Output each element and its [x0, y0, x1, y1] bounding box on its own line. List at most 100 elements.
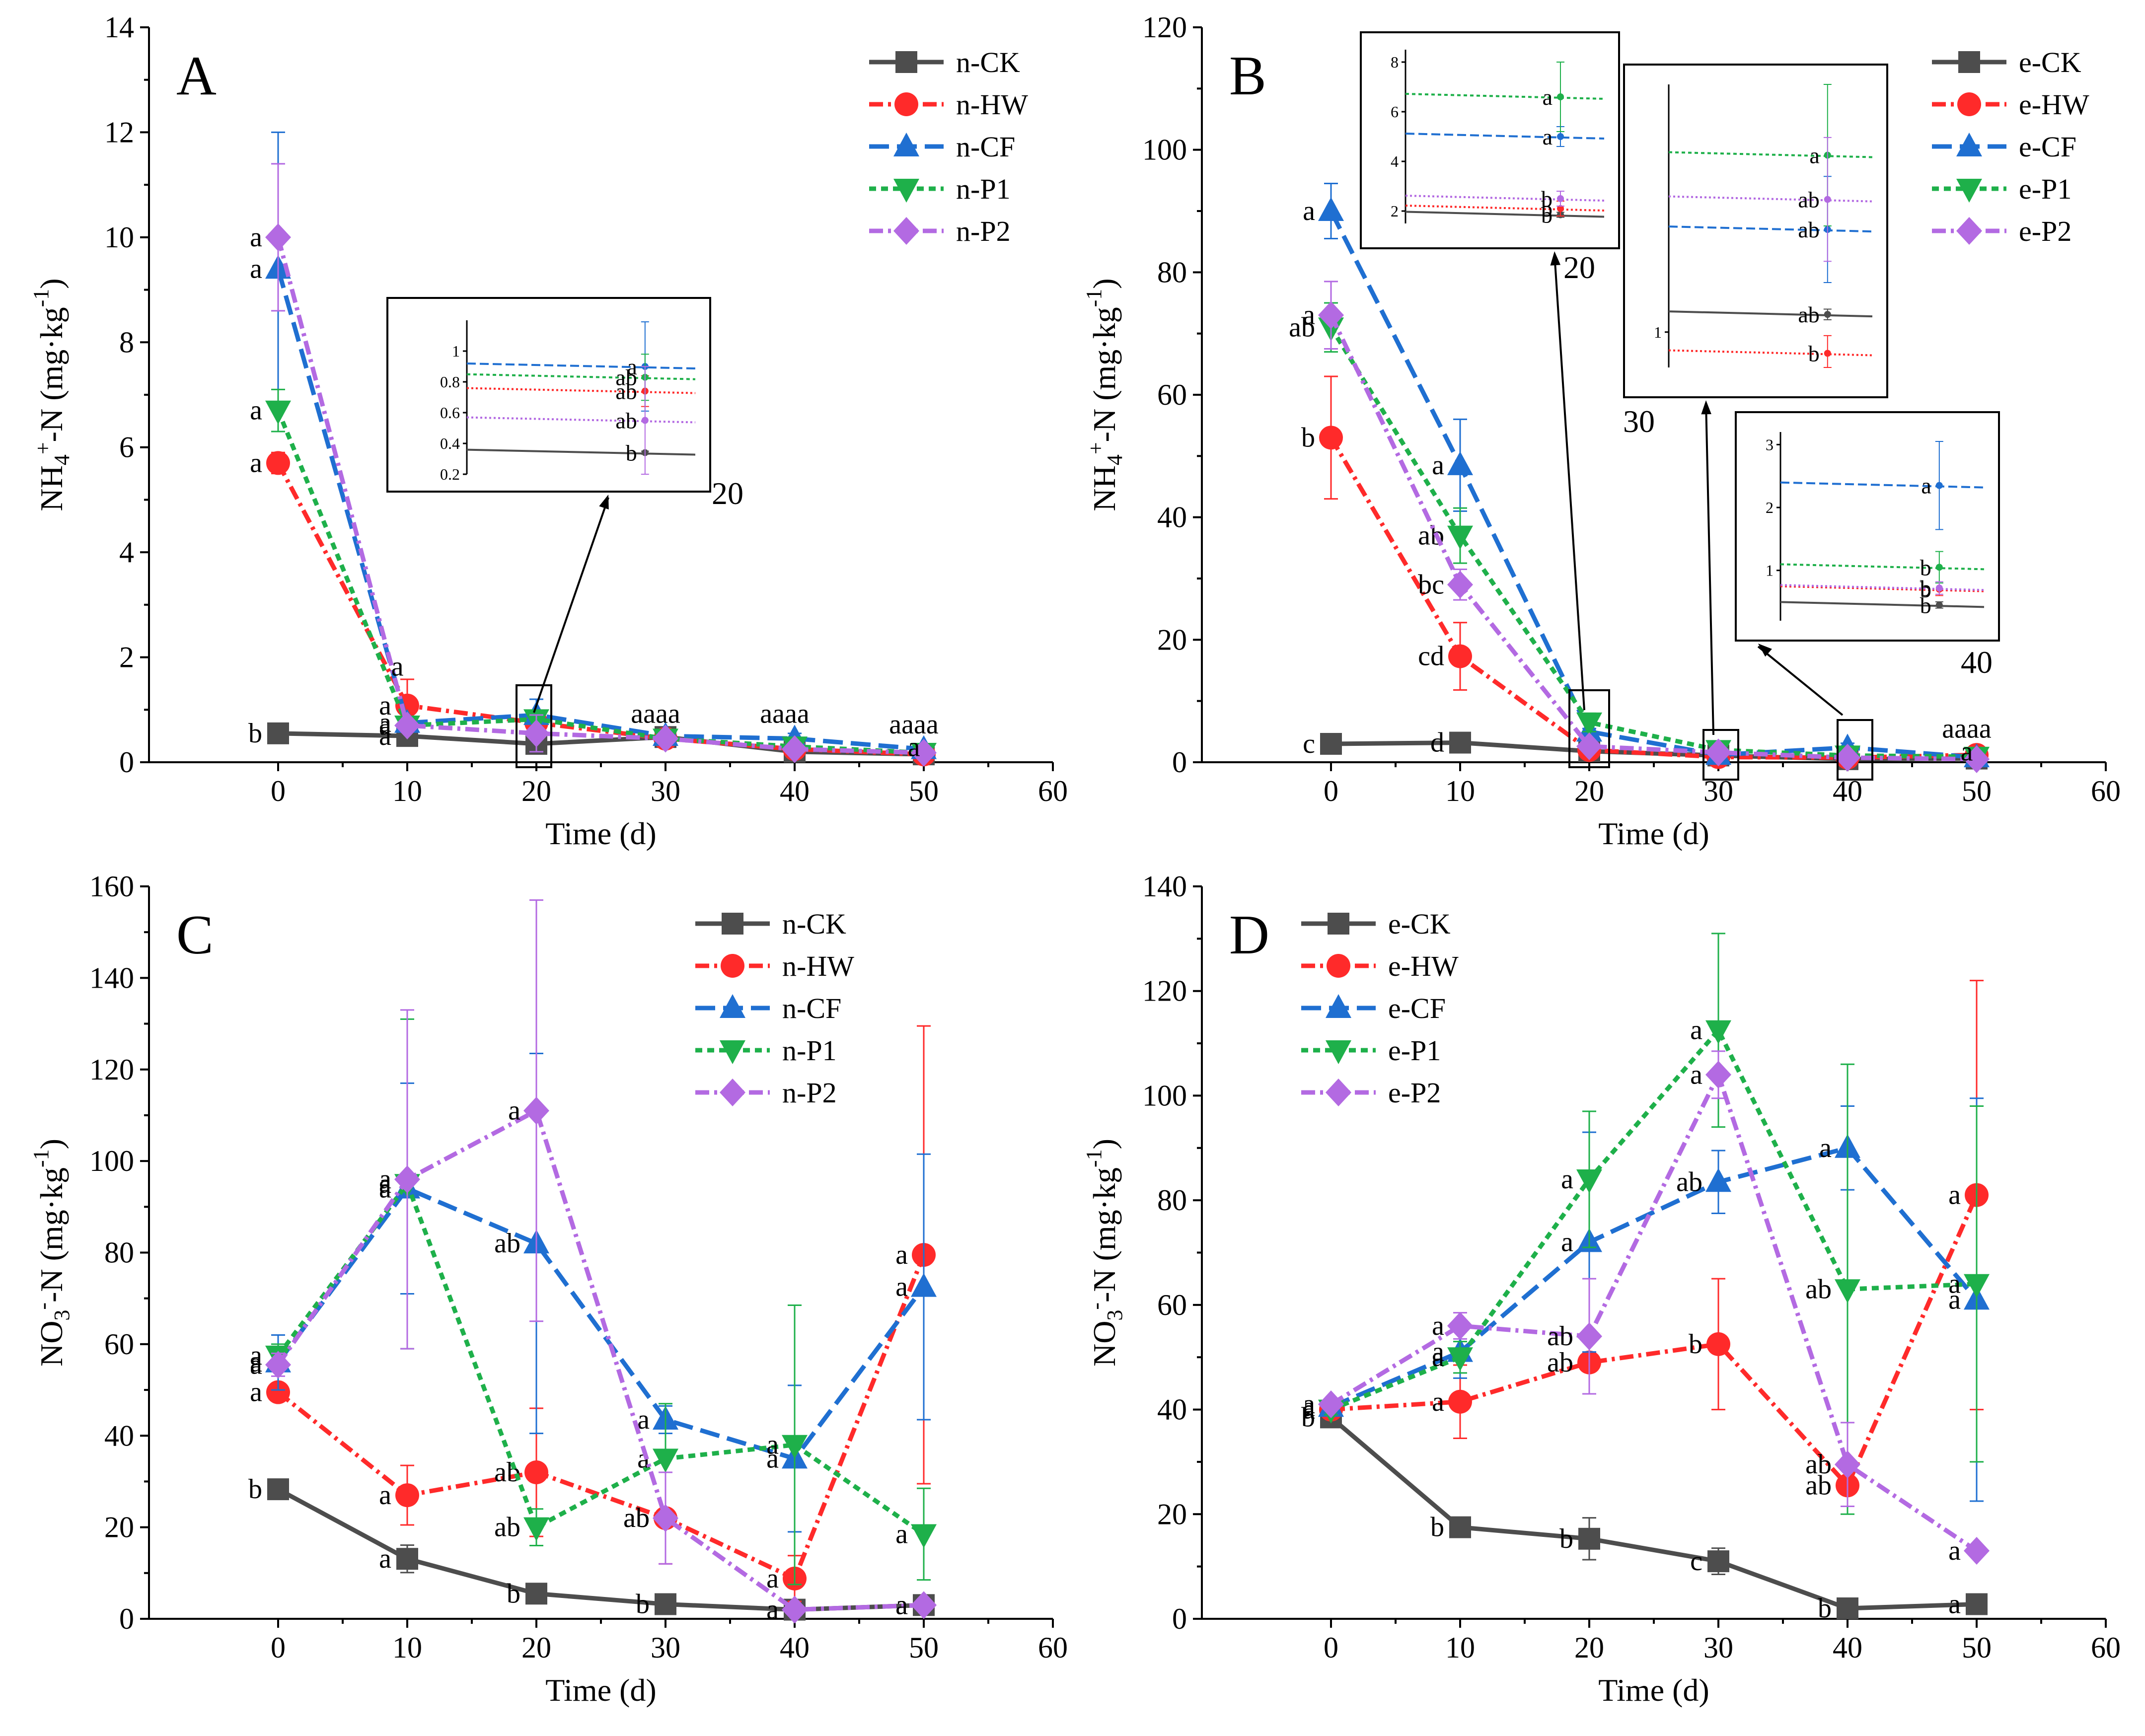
data-point: [1706, 1332, 1730, 1356]
y-tick-label: 120: [1142, 11, 1187, 44]
data-point: [523, 1096, 549, 1125]
legend-marker: [720, 994, 745, 1018]
legend-label: n-CF: [782, 992, 841, 1024]
significance-label: a: [766, 1430, 779, 1460]
inset-series-line: [1668, 225, 1873, 233]
legend-item: e-HW: [1932, 88, 2089, 121]
x-tick-label: 0: [1324, 1631, 1338, 1664]
significance-label: a: [379, 1543, 391, 1574]
x-tick-label: 50: [909, 775, 939, 807]
y-axis-title-part: 4: [1103, 454, 1127, 465]
x-tick-label: 0: [271, 775, 286, 807]
y-tick-label: 100: [1142, 1079, 1187, 1112]
inset-series-line: [1405, 211, 1605, 218]
data-point: [782, 735, 808, 763]
zoom-region-box: [1568, 689, 1610, 768]
significance-label: a: [1303, 1389, 1315, 1420]
significance-label: ab: [1676, 1166, 1702, 1197]
inset-significance-label: b: [1920, 592, 1931, 618]
inset-significance-label: b: [626, 440, 637, 466]
inset-data-point: [1557, 195, 1564, 202]
inset-significance-label: ab: [1798, 187, 1819, 213]
data-point: [782, 1595, 808, 1624]
legend-label: n-P1: [782, 1034, 837, 1067]
zoom-arrow-line: [1757, 646, 1844, 716]
inset-frame: [1360, 31, 1620, 249]
legend-label: n-P2: [956, 215, 1011, 247]
significance-label: ab: [1805, 1274, 1832, 1304]
legend-marker: [893, 179, 919, 203]
significance-label: a: [250, 447, 262, 478]
significance-label: b: [248, 718, 262, 749]
data-point: [1835, 1450, 1860, 1479]
y-tick-label: 100: [1142, 134, 1187, 166]
legend-label: e-P2: [1388, 1077, 1441, 1109]
series-line: [1331, 1194, 1979, 1490]
inset-day-label: 40: [1961, 645, 1993, 680]
y-axis-title-part: NO: [1087, 1321, 1122, 1367]
zoom-arrow-head: [1550, 251, 1561, 266]
data-point: [1318, 301, 1344, 329]
significance-label: b: [1301, 422, 1315, 453]
data-point: [1964, 1537, 1990, 1565]
y-tick-label: 20: [1157, 623, 1187, 656]
significance-label: a: [250, 1377, 262, 1408]
data-point: [1835, 743, 1860, 772]
x-tick-label: 60: [1038, 775, 1068, 807]
y-axis-title-part: NH: [34, 465, 69, 511]
y-axis-title-part: +: [31, 442, 55, 454]
inset-data-point: [1935, 601, 1943, 609]
data-point: [782, 1435, 808, 1459]
inset-day-label: 20: [712, 476, 743, 511]
y-tick-label: 6: [119, 431, 134, 464]
zoom-arrow-line: [1553, 254, 1585, 711]
series-n-HW: aa: [250, 447, 936, 767]
inset-series-line: [1405, 93, 1605, 100]
significance-label: a: [379, 1164, 391, 1195]
data-point: [1966, 1593, 1988, 1615]
y-axis-title-part: -N (mg·kg: [1087, 307, 1122, 442]
y-tick-label: 60: [1157, 1289, 1187, 1321]
y-axis-title: NO3--N (mg·kg-1): [29, 1139, 74, 1367]
data-point: [911, 1273, 937, 1297]
series-n-P2: aa: [250, 163, 937, 767]
data-point: [524, 1460, 548, 1484]
inset-significance-label: a: [627, 354, 637, 379]
zoom-region-box: [516, 684, 552, 768]
y-tick-label: 20: [104, 1511, 134, 1544]
legend-marker: [1328, 913, 1349, 935]
data-point: [267, 1478, 289, 1501]
legend-item: e-HW: [1301, 950, 1459, 982]
series-line: [1330, 1069, 1978, 1553]
inset-y-tick-label: 8: [1391, 53, 1399, 71]
legend-label: e-HW: [1388, 950, 1459, 982]
data-point: [911, 1591, 937, 1619]
significance-label: a: [908, 731, 920, 762]
inset-series-line: [1405, 195, 1605, 202]
significance-label: a: [1948, 1535, 1961, 1566]
panel-d: 0 10 20 30 40 50 60 0 20 40 60 80 100 120 140 Time (d) N…: [1082, 870, 2121, 1708]
y-axis-title-part: NO: [34, 1321, 69, 1367]
y-axis-title-part: -N (mg·kg: [34, 1167, 69, 1302]
inset-series-line: [1780, 563, 1985, 571]
inset-significance-label: b: [1808, 341, 1820, 366]
data-point: [394, 712, 420, 739]
significance-label: a: [1948, 1180, 1961, 1211]
x-tick-label: 10: [1445, 775, 1475, 807]
zoom-region-box: [1702, 729, 1739, 781]
y-axis-title-part: -N (mg·kg: [1087, 1167, 1122, 1302]
y-tick-label: 80: [104, 1236, 134, 1269]
legend-item: e-P1: [1301, 1034, 1441, 1067]
inset-y-tick-label: 0.8: [440, 373, 460, 391]
inset-significance-label: b: [1541, 186, 1553, 212]
y-axis-title-part: ): [1087, 1139, 1122, 1149]
series-e-CK: b b b c b a: [1301, 1402, 1988, 1624]
panel-label: D: [1229, 904, 1269, 966]
legend-marker: [720, 1040, 745, 1064]
legend-item: e-P2: [1301, 1077, 1441, 1109]
x-tick-label: 30: [1703, 1631, 1733, 1664]
